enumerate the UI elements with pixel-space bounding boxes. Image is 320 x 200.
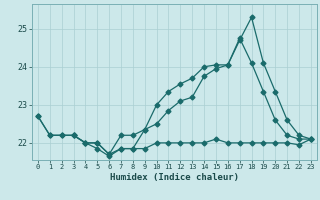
X-axis label: Humidex (Indice chaleur): Humidex (Indice chaleur) — [110, 173, 239, 182]
